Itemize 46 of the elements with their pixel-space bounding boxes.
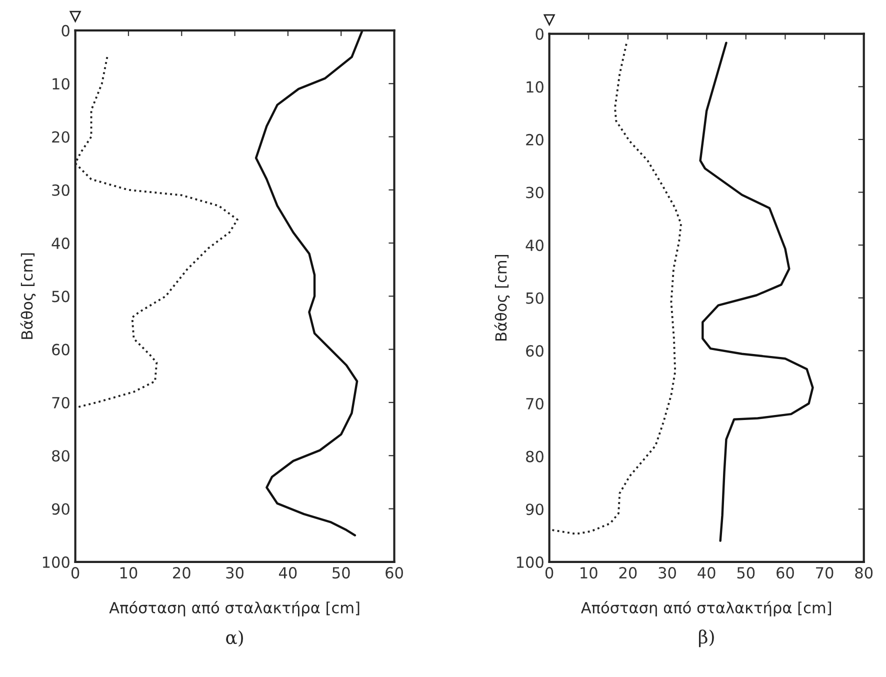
y-tick-label: 30	[526, 186, 544, 198]
x-tick-label: 70	[816, 567, 834, 579]
x-tick-label: 20	[619, 567, 637, 579]
y-tick-label: 90	[52, 503, 70, 515]
y-tick-label: 10	[52, 78, 70, 90]
y-tick-label: 80	[526, 450, 544, 462]
y-tick-label: 50	[526, 292, 544, 304]
y-tick-label: 0	[62, 24, 70, 36]
x-axis-title: Απόσταση από σταλακτήρα [cm]	[109, 601, 360, 616]
y-tick-label: 90	[526, 504, 544, 516]
x-axis-title: Απόσταση από σταλακτήρα [cm]	[580, 601, 831, 616]
y-tick-label: 100	[516, 556, 544, 568]
y-tick-label: 40	[52, 238, 70, 250]
y-tick-label: 60	[526, 345, 544, 357]
y-tick-label: 20	[52, 131, 70, 143]
x-tick-label: 80	[855, 567, 873, 579]
y-tick-label: 60	[52, 344, 70, 356]
y-tick-label: 70	[526, 398, 544, 410]
x-tick-label: 20	[173, 567, 190, 579]
line-series	[254, 30, 364, 536]
text: α)	[226, 630, 243, 647]
line-series	[699, 42, 814, 542]
y-axis-title: Βάθος [cm]	[20, 253, 36, 339]
y-tick-label: 100	[42, 556, 70, 568]
y-tick-label: 80	[52, 450, 70, 462]
y-tick-label: 70	[52, 396, 70, 408]
y-tick-label: 20	[526, 134, 544, 146]
x-tick-label: 10	[120, 567, 138, 579]
x-tick-label: 0	[545, 567, 554, 579]
x-tick-label: 40	[698, 567, 716, 579]
y-axis-title: Βάθος [cm]	[494, 255, 510, 341]
y-tick-label: 30	[52, 184, 70, 196]
y-tick-label: 0	[536, 28, 544, 40]
x-tick-label: 50	[737, 567, 755, 579]
x-tick-label: 30	[226, 567, 244, 579]
y-tick-label: 10	[526, 81, 544, 93]
x-tick-label: 10	[580, 567, 598, 579]
text: β)	[698, 630, 714, 648]
x-tick-label: 60	[386, 567, 403, 579]
x-tick-label: 0	[71, 567, 80, 579]
y-tick-label: 50	[52, 290, 70, 302]
x-tick-label: 60	[776, 567, 794, 579]
x-tick-label: 30	[658, 567, 676, 579]
x-tick-label: 50	[332, 567, 350, 579]
x-tick-label: 40	[278, 567, 297, 579]
y-tick-label: 40	[526, 240, 544, 252]
